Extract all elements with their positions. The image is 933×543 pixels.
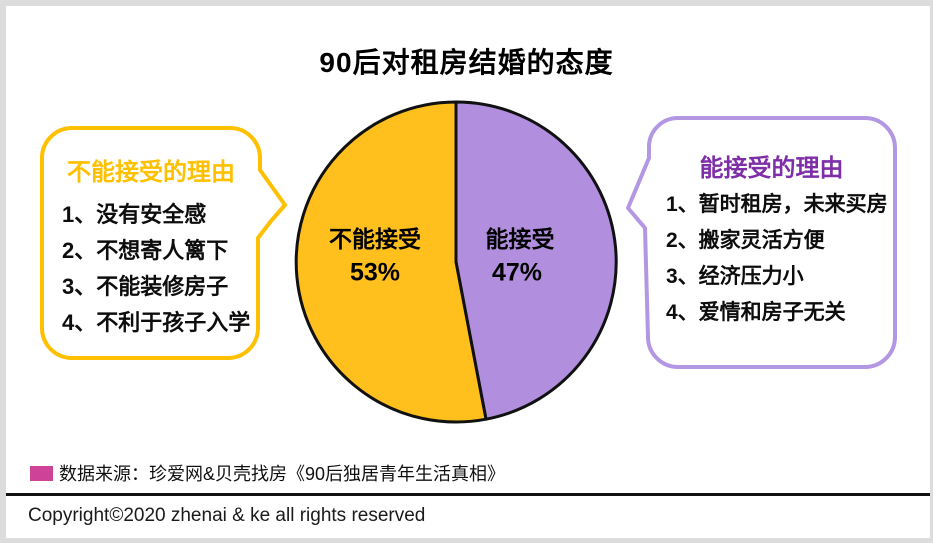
pie-slice-label-accept: 能接受 (485, 226, 555, 252)
list-item: 3、不能装修房子 (62, 274, 229, 299)
source-bullet-icon (30, 466, 53, 481)
list-item: 1、没有安全感 (62, 202, 207, 227)
reject-bubble-shape (40, 126, 287, 360)
list-item: 2、不想寄人篱下 (62, 238, 229, 263)
copyright-text: Copyright©2020 zhenai & ke all rights re… (28, 505, 426, 526)
accept-bubble-outline (626, 116, 897, 369)
data-source-note: 数据来源：珍爱网&贝壳找房《90后独居青年生活真相》 (59, 464, 506, 484)
pie-slice-value-accept: 47% (491, 258, 543, 287)
list-item: 1、暂时租房，未来买房 (666, 193, 888, 216)
list-item: 4、不利于孩子入学 (62, 310, 251, 335)
list-item: 3、经济压力小 (666, 265, 804, 288)
pie-slice-label-reject: 不能接受 (329, 226, 421, 252)
reject-bubble-outline (40, 126, 287, 360)
reject-bubble-title: 不能接受的理由 (67, 159, 235, 186)
footer-divider (0, 493, 933, 496)
pie-slice-value-reject: 53% (349, 258, 401, 287)
pie-slice-0 (454, 100, 618, 421)
list-item: 4、爱情和房子无关 (666, 301, 846, 324)
pie-chart (294, 100, 618, 424)
list-item: 2、搬家灵活方便 (666, 229, 825, 252)
accept-bubble-list: 1、暂时租房，未来买房 2、搬家灵活方便 3、经济压力小 4、爱情和房子无关 (666, 187, 888, 331)
accept-bubble-title: 能接受的理由 (699, 155, 844, 182)
pie-slice-1 (294, 100, 488, 424)
reject-bubble-list: 1、没有安全感 2、不想寄人篱下 3、不能装修房子 4、不利于孩子入学 (62, 197, 250, 341)
accept-bubble-shape (626, 116, 897, 369)
page-title: 90后对租房结婚的态度 (319, 46, 614, 78)
